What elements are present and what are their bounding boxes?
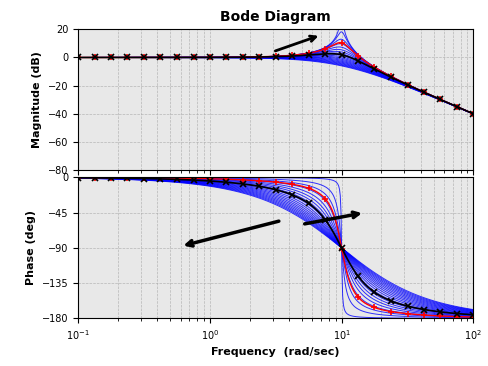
Title: Bode Diagram: Bode Diagram: [221, 10, 331, 24]
X-axis label: Frequency  (rad/sec): Frequency (rad/sec): [211, 347, 340, 358]
Y-axis label: Phase (deg): Phase (deg): [26, 210, 36, 285]
Y-axis label: Magnitude (dB): Magnitude (dB): [32, 51, 42, 148]
